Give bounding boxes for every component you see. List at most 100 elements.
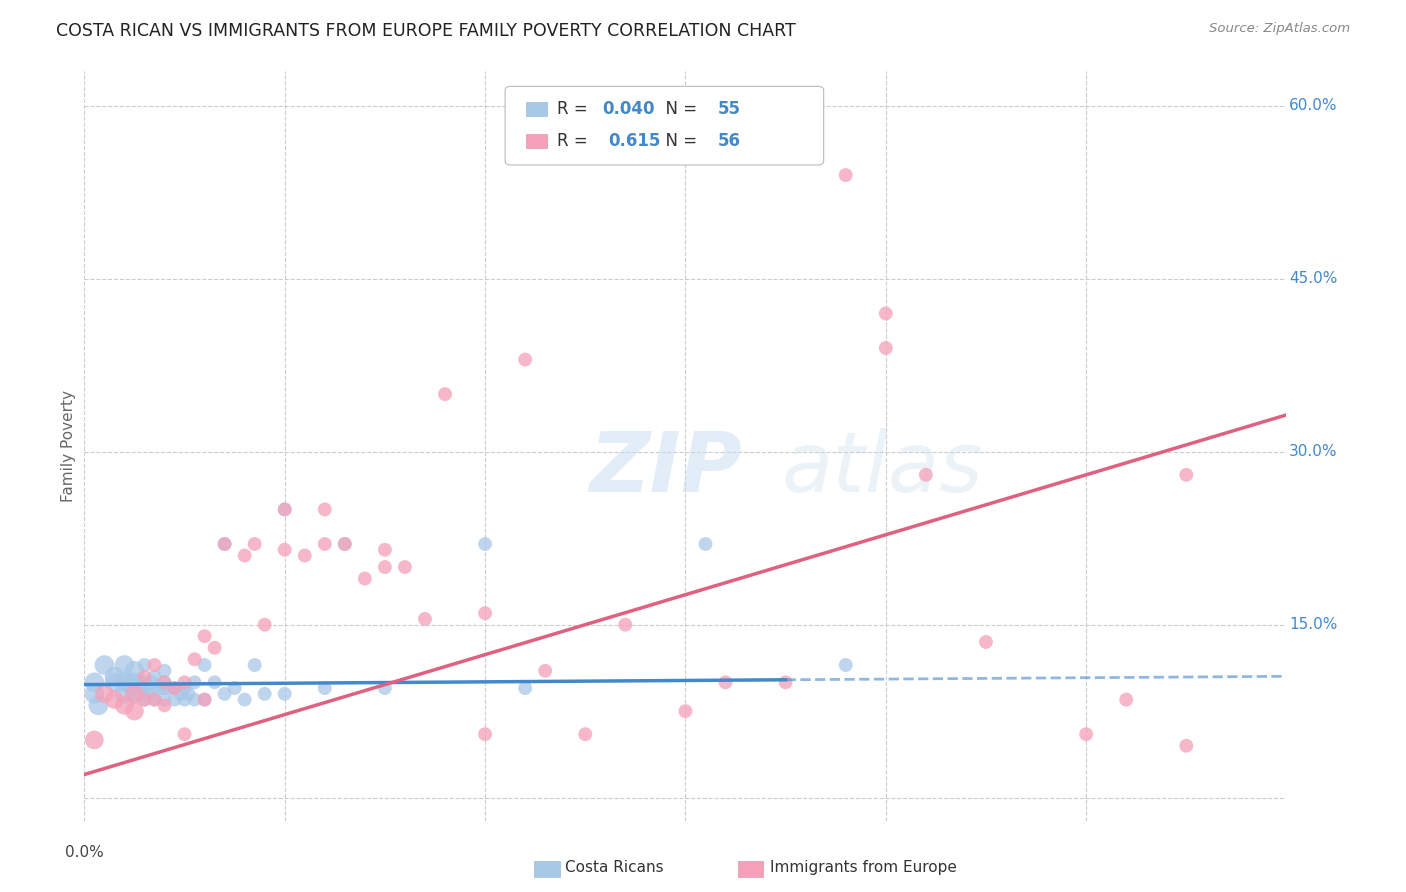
Point [173,681,195,695]
FancyBboxPatch shape [505,87,824,165]
Text: 55: 55 [718,100,741,118]
Point [474,606,496,620]
Point [163,681,186,695]
Point [1175,467,1198,482]
Point [253,617,276,632]
Text: COSTA RICAN VS IMMIGRANTS FROM EUROPE FAMILY POVERTY CORRELATION CHART: COSTA RICAN VS IMMIGRANTS FROM EUROPE FA… [56,22,796,40]
Point [114,675,135,690]
Point [374,542,396,557]
Text: N =: N = [655,100,703,118]
Point [204,640,226,655]
Point [714,675,737,690]
Point [149,681,172,695]
Point [124,687,146,701]
Text: 45.0%: 45.0% [1289,271,1337,286]
Point [103,692,125,706]
Point [1115,692,1137,706]
Point [294,549,316,563]
Point [103,669,125,683]
Text: Immigrants from Europe: Immigrants from Europe [770,861,957,875]
Point [114,687,135,701]
Point [134,681,156,695]
Text: 56: 56 [718,132,741,150]
Text: Source: ZipAtlas.com: Source: ZipAtlas.com [1209,22,1350,36]
Point [183,652,205,666]
Point [214,537,236,551]
Point [875,341,897,355]
Point [274,542,297,557]
FancyBboxPatch shape [526,135,547,148]
Point [157,681,180,695]
Point [835,168,858,182]
Point [87,698,110,713]
Point [143,658,166,673]
Point [83,675,105,690]
Point [314,681,336,695]
Point [138,687,160,701]
Point [675,704,697,718]
Point [474,727,496,741]
Point [163,681,186,695]
Text: 0.0%: 0.0% [65,845,104,860]
Point [614,617,637,632]
Point [534,664,557,678]
Point [374,560,396,574]
Point [169,687,191,701]
Point [333,537,356,551]
FancyBboxPatch shape [526,102,547,116]
Point [474,537,496,551]
Point [194,629,217,643]
Text: 15.0%: 15.0% [1289,617,1337,632]
Point [194,692,217,706]
Point [413,612,436,626]
Point [354,572,377,586]
Point [243,658,266,673]
Point [374,681,396,695]
Point [124,664,146,678]
Point [134,692,156,706]
Point [194,658,217,673]
Point [515,681,537,695]
Text: atlas: atlas [782,428,983,509]
Point [173,727,195,741]
Point [143,681,166,695]
Point [143,692,166,706]
Point [974,635,997,649]
Point [434,387,457,401]
Point [214,537,236,551]
Point [143,692,166,706]
Y-axis label: Family Poverty: Family Poverty [60,390,76,502]
Text: R =: R = [557,100,593,118]
Point [274,502,297,516]
Point [83,687,105,701]
Point [515,352,537,367]
Point [253,687,276,701]
Text: N =: N = [655,132,703,150]
Point [204,675,226,690]
Point [153,664,176,678]
Point [143,669,166,683]
Point [129,681,152,695]
Point [274,502,297,516]
Text: 0.040: 0.040 [603,100,655,118]
Point [153,692,176,706]
Point [134,669,156,683]
Point [83,733,105,747]
Point [173,675,195,690]
Point [124,675,146,690]
Point [134,692,156,706]
Point [134,658,156,673]
Point [114,658,135,673]
Point [775,675,797,690]
Point [915,467,938,482]
Point [233,692,256,706]
Text: 0.615: 0.615 [609,132,661,150]
Point [141,675,163,690]
Point [124,704,146,718]
Text: ZIP: ZIP [589,428,742,509]
Point [224,681,246,695]
Point [274,687,297,701]
Point [153,675,176,690]
Point [163,692,186,706]
Point [1175,739,1198,753]
